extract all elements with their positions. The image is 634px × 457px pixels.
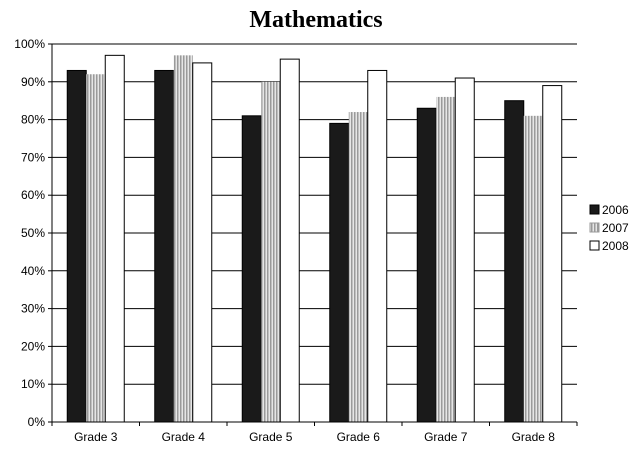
y-tick-label: 80% bbox=[21, 113, 45, 127]
y-tick-label: 30% bbox=[21, 302, 45, 316]
bar-2006-grade-7 bbox=[417, 108, 436, 422]
legend-label-2006: 2006 bbox=[602, 203, 629, 217]
bar-2006-grade-4 bbox=[155, 70, 174, 422]
bar-2008-grade-5 bbox=[280, 59, 299, 422]
bar-2008-grade-6 bbox=[368, 70, 387, 422]
legend-swatch-2008 bbox=[590, 241, 599, 250]
bar-2008-grade-4 bbox=[193, 63, 212, 422]
x-tick-label: Grade 8 bbox=[512, 430, 556, 444]
legend-label-2007: 2007 bbox=[602, 221, 629, 235]
legend-swatch-2006 bbox=[590, 205, 599, 214]
y-tick-label: 10% bbox=[21, 377, 45, 391]
bar-2006-grade-6 bbox=[330, 123, 349, 422]
bars bbox=[67, 55, 562, 422]
bar-2007-grade-4 bbox=[174, 55, 193, 422]
y-tick-label: 100% bbox=[14, 37, 45, 51]
y-tick-label: 40% bbox=[21, 264, 45, 278]
bar-2007-grade-8 bbox=[524, 116, 543, 422]
bar-2006-grade-5 bbox=[242, 116, 261, 422]
y-tick-label: 20% bbox=[21, 339, 45, 353]
legend-label-2008: 2008 bbox=[602, 239, 629, 253]
bar-2006-grade-8 bbox=[505, 101, 524, 422]
y-tick-labels: 0% 10% 20% 30% 40% 50% 60% 70% 80% 90% 100% bbox=[14, 37, 45, 429]
y-tick-label: 50% bbox=[21, 226, 45, 240]
grid bbox=[52, 44, 577, 422]
y-tick-label: 0% bbox=[28, 415, 46, 429]
bar-2008-grade-7 bbox=[455, 78, 474, 422]
y-tick-label: 70% bbox=[21, 150, 45, 164]
bar-2006-grade-3 bbox=[67, 70, 86, 422]
bar-2007-grade-6 bbox=[349, 112, 368, 422]
axes bbox=[48, 44, 577, 426]
legend-swatch-2007 bbox=[590, 223, 599, 232]
x-tick-labels: Grade 3 Grade 4 Grade 5 Grade 6 Grade 7 Grade… bbox=[74, 430, 555, 444]
bar-2007-grade-3 bbox=[86, 74, 105, 422]
x-tick-label: Grade 4 bbox=[162, 430, 206, 444]
x-tick-label: Grade 3 bbox=[74, 430, 118, 444]
y-tick-label: 90% bbox=[21, 75, 45, 89]
x-tick-label: Grade 5 bbox=[249, 430, 293, 444]
bar-2008-grade-8 bbox=[543, 86, 562, 422]
bar-2007-grade-7 bbox=[436, 97, 455, 422]
x-tick-label: Grade 6 bbox=[337, 430, 381, 444]
legend: 2006 2007 2008 bbox=[590, 203, 629, 253]
x-tick-label: Grade 7 bbox=[424, 430, 468, 444]
chart-title: Mathematics bbox=[249, 7, 382, 33]
bar-2008-grade-3 bbox=[105, 55, 124, 422]
bar-2007-grade-5 bbox=[261, 82, 280, 422]
y-tick-label: 60% bbox=[21, 188, 45, 202]
